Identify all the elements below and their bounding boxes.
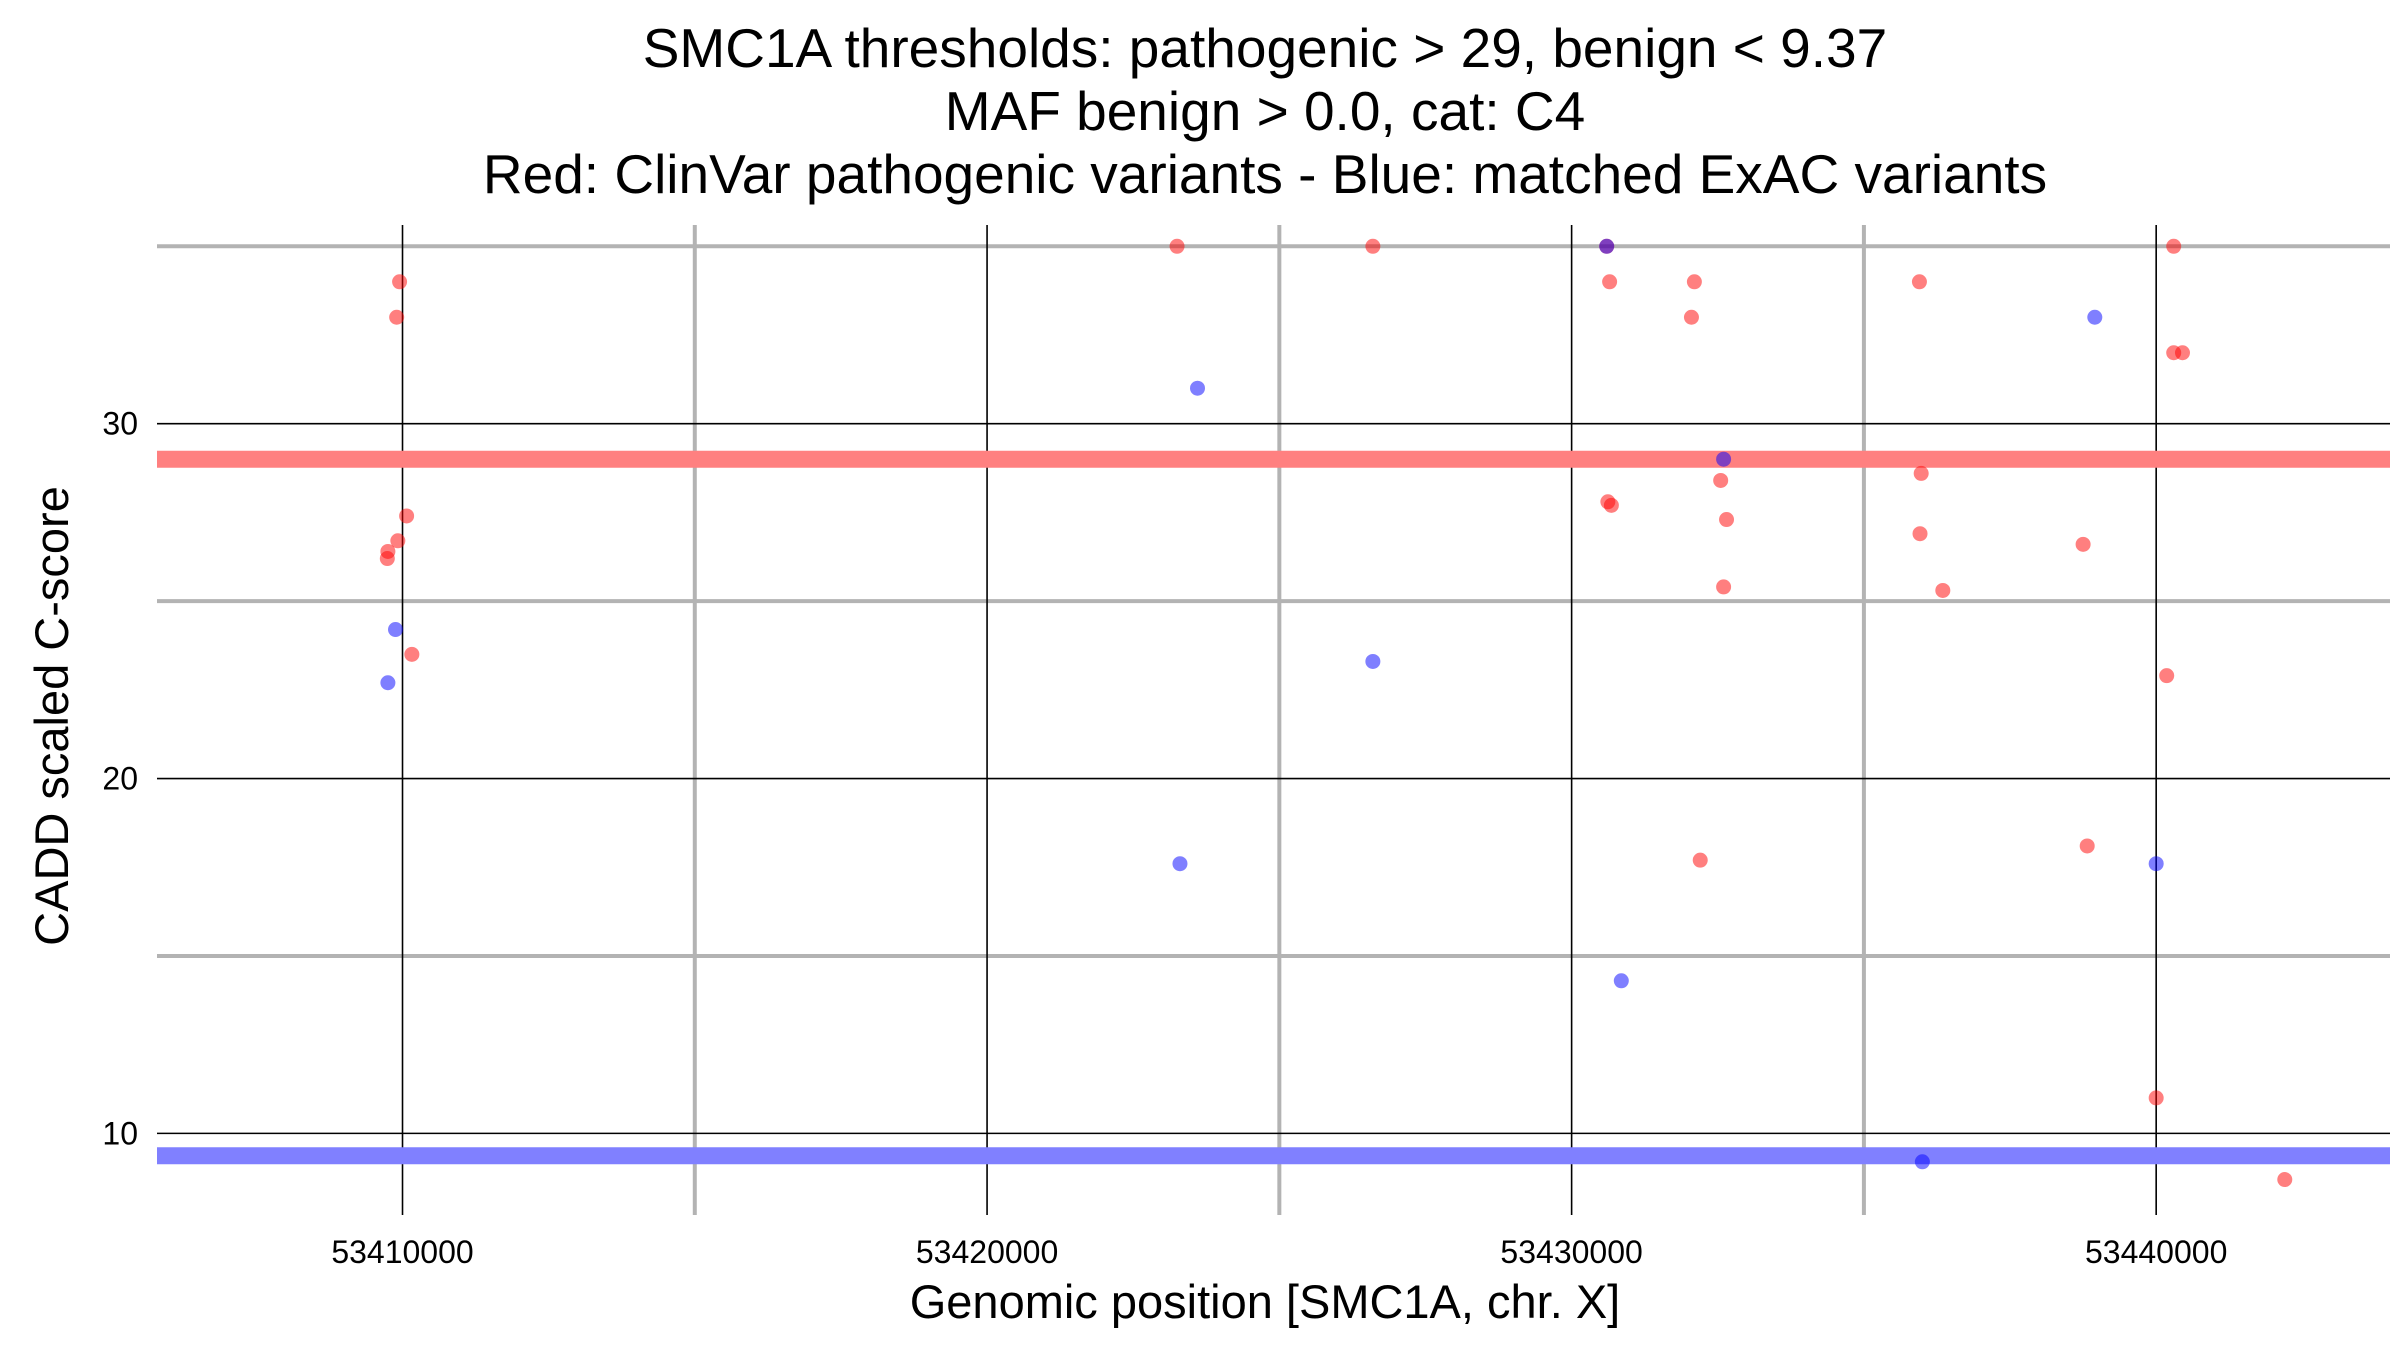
y-tick-label: 30 (102, 406, 138, 442)
exac-point (1599, 238, 1615, 254)
exac-point (387, 622, 403, 638)
chart-title: SMC1A thresholds: pathogenic > 29, benig… (483, 17, 2047, 205)
clinvar-point (1912, 526, 1928, 542)
clinvar-point (2079, 838, 2095, 854)
clinvar-point (1169, 238, 1185, 254)
clinvar-point (2148, 1090, 2164, 1106)
clinvar-point (1602, 274, 1618, 290)
exac-point (1190, 380, 1206, 396)
exac-point (1716, 451, 1732, 467)
exac-point (2148, 856, 2164, 872)
clinvar-point (1713, 472, 1729, 488)
clinvar-point (2174, 345, 2190, 361)
title-line-3: Red: ClinVar pathogenic variants - Blue:… (483, 143, 2047, 205)
clinvar-point (392, 274, 408, 290)
exac-point (1613, 973, 1629, 989)
clinvar-point (1719, 512, 1735, 528)
y-tick-label: 10 (102, 1115, 138, 1151)
clinvar-point (390, 533, 406, 549)
clinvar-point (1913, 465, 1929, 481)
clinvar-point (389, 309, 405, 325)
clinvar-point (2075, 536, 2091, 552)
gridlines (157, 225, 2390, 1215)
clinvar-point (1692, 852, 1708, 868)
x-tick-label: 53440000 (2085, 1234, 2227, 1270)
x-tick-label: 53410000 (331, 1234, 473, 1270)
y-tick-label: 20 (102, 761, 138, 797)
clinvar-point (1683, 309, 1699, 325)
clinvar-point (399, 508, 415, 524)
clinvar-point (404, 646, 420, 662)
exac-point (1172, 856, 1188, 872)
x-tick-label: 53420000 (916, 1234, 1058, 1270)
title-line-1: SMC1A thresholds: pathogenic > 29, benig… (643, 17, 1887, 79)
exac-point (1365, 653, 1381, 669)
exac-point (2087, 309, 2103, 325)
clinvar-point (1935, 582, 1951, 598)
threshold-bands (157, 450, 2390, 1165)
x-axis-title: Genomic position [SMC1A, chr. X] (910, 1275, 1621, 1328)
tick-labels: 53410000 53420000 53430000 53440000 10 20 30 (102, 406, 2227, 1270)
exac-point (1914, 1154, 1930, 1170)
x-tick-label: 53430000 (1500, 1234, 1642, 1270)
clinvar-point (1716, 579, 1732, 595)
exac-point (380, 675, 396, 691)
clinvar-point (379, 551, 395, 567)
clinvar-point (1686, 274, 1702, 290)
data-points (379, 238, 2293, 1188)
clinvar-point (1911, 274, 1927, 290)
title-line-2: MAF benign > 0.0, cat: C4 (945, 80, 1585, 142)
y-axis-title: CADD scaled C-score (25, 486, 78, 946)
clinvar-point (2277, 1172, 2293, 1188)
clinvar-point (1603, 497, 1619, 513)
clinvar-point (2166, 238, 2182, 254)
clinvar-point (2159, 668, 2175, 684)
clinvar-point (1365, 238, 1381, 254)
